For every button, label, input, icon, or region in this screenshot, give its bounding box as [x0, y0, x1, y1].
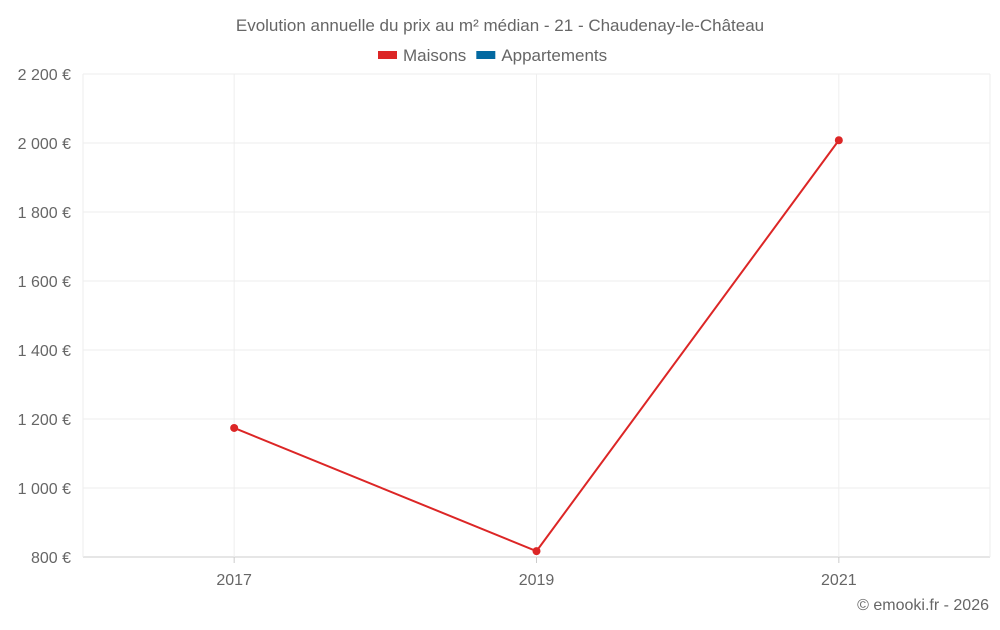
legend-label-appartements: Appartements	[501, 46, 607, 65]
y-axis: 800 € 1 000 € 1 200 € 1 400 € 1 600 € 1 800 €…	[18, 67, 71, 567]
y-tick-label: 800 €	[31, 550, 71, 567]
y-tick-label: 2 200 €	[18, 67, 71, 84]
grid	[82, 73, 991, 558]
data-point-maisons	[532, 547, 541, 556]
legend: Maisons Appartements	[378, 46, 607, 65]
x-tick-label: 2021	[821, 572, 857, 589]
chart-title: Evolution annuelle du prix au m² médian …	[236, 16, 764, 35]
series-layer	[230, 136, 843, 556]
y-tick-label: 1 000 €	[18, 481, 71, 498]
data-point-maisons	[230, 423, 239, 432]
legend-label-maisons: Maisons	[403, 46, 466, 65]
legend-swatch-maisons	[378, 51, 397, 59]
legend-swatch-appartements	[476, 51, 496, 59]
x-tick-label: 2019	[519, 572, 555, 589]
y-tick-label: 2 000 €	[18, 136, 71, 153]
y-tick-label: 1 400 €	[18, 343, 71, 360]
y-tick-label: 1 600 €	[18, 274, 71, 291]
data-point-maisons	[834, 136, 843, 145]
y-tick-label: 1 800 €	[18, 205, 71, 222]
x-tick-label: 2017	[216, 572, 252, 589]
x-axis: 2017 2019 2021	[216, 557, 857, 589]
y-tick-label: 1 200 €	[18, 412, 71, 429]
credit-text: © emooki.fr - 2026	[857, 597, 989, 614]
